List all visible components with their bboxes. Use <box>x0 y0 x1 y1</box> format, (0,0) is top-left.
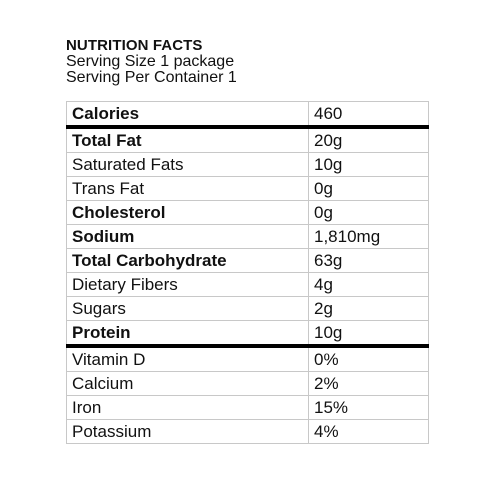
table-row: Protein 10g <box>66 320 429 348</box>
nutrient-value: 20g <box>308 126 429 153</box>
nutrient-value: 460 <box>308 101 429 129</box>
nutrient-value: 15% <box>308 395 429 420</box>
serving-size: Serving Size 1 package <box>66 53 235 70</box>
nutrient-value: 10g <box>308 320 429 348</box>
nutrient-name: Vitamin D <box>66 345 309 372</box>
table-row: Dietary Fibers 4g <box>66 272 429 297</box>
nutrient-name: Protein <box>66 320 309 348</box>
table-row: Calories 460 <box>66 101 429 129</box>
nutrition-table-body: Calories 460 Total Fat 20g Saturated Fat… <box>66 101 429 444</box>
table-row: Cholesterol 0g <box>66 200 429 225</box>
nutrient-value: 4% <box>308 419 429 444</box>
nutrient-value: 0g <box>308 200 429 225</box>
nutrient-name: Calcium <box>66 371 309 396</box>
nutrient-name: Trans Fat <box>66 176 309 201</box>
table-row: Vitamin D 0% <box>66 345 429 372</box>
nutrition-title: NUTRITION FACTS <box>66 37 203 54</box>
nutrient-name: Iron <box>66 395 309 420</box>
nutrient-name: Sugars <box>66 296 309 321</box>
table-row: Total Fat 20g <box>66 126 429 153</box>
nutrient-value: 4g <box>308 272 429 297</box>
nutrient-value: 1,810mg <box>308 224 429 249</box>
servings-per-container: Serving Per Container 1 <box>66 69 237 86</box>
nutrient-name: Total Fat <box>66 126 309 153</box>
table-row: Saturated Fats 10g <box>66 152 429 177</box>
nutrient-value: 63g <box>308 248 429 273</box>
nutrient-name: Sodium <box>66 224 309 249</box>
nutrient-value: 0% <box>308 345 429 372</box>
nutrient-name: Total Carbohydrate <box>66 248 309 273</box>
nutrient-name: Saturated Fats <box>66 152 309 177</box>
nutrition-table: Calories 460 Total Fat 20g Saturated Fat… <box>66 101 429 444</box>
nutrient-name: Dietary Fibers <box>66 272 309 297</box>
table-row: Iron 15% <box>66 395 429 420</box>
nutrient-value: 2g <box>308 296 429 321</box>
nutrient-name: Cholesterol <box>66 200 309 225</box>
nutrient-name: Calories <box>66 101 309 129</box>
table-row: Calcium 2% <box>66 371 429 396</box>
nutrient-name: Potassium <box>66 419 309 444</box>
table-row: Sodium 1,810mg <box>66 224 429 249</box>
table-row: Potassium 4% <box>66 419 429 444</box>
nutrient-value: 0g <box>308 176 429 201</box>
nutrient-value: 2% <box>308 371 429 396</box>
table-row: Total Carbohydrate 63g <box>66 248 429 273</box>
nutrition-header: NUTRITION FACTS Serving Size 1 package S… <box>66 38 436 86</box>
table-row: Trans Fat 0g <box>66 176 429 201</box>
nutrient-value: 10g <box>308 152 429 177</box>
table-row: Sugars 2g <box>66 296 429 321</box>
